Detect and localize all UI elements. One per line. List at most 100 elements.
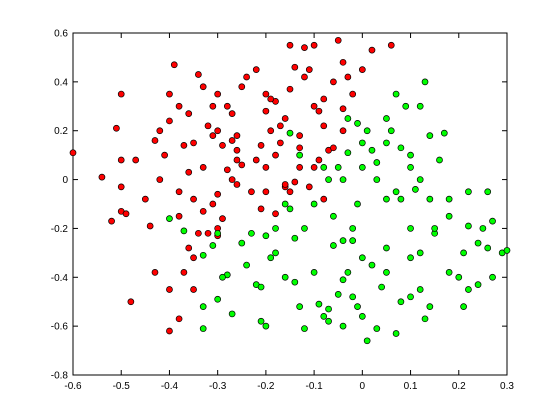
point: [397, 298, 405, 306]
point: [166, 286, 173, 293]
point: [281, 181, 289, 188]
x-tick-label: 0.1: [404, 381, 418, 392]
point: [407, 164, 414, 171]
point: [185, 244, 193, 252]
point: [330, 78, 337, 86]
point: [166, 327, 173, 335]
point: [320, 122, 328, 130]
point: [445, 195, 453, 203]
point: [426, 132, 434, 139]
point: [489, 273, 496, 281]
point: [465, 188, 472, 196]
point: [209, 102, 217, 110]
point: [219, 273, 226, 281]
point: [262, 164, 270, 171]
point: [291, 278, 299, 286]
point: [407, 254, 414, 262]
point: [272, 249, 279, 257]
point: [233, 132, 241, 139]
point: [286, 129, 294, 137]
y-tick-label: 0.2: [54, 126, 68, 137]
point: [209, 132, 217, 139]
point: [190, 286, 197, 293]
point: [281, 200, 289, 208]
point: [339, 127, 347, 135]
point: [199, 303, 207, 310]
point: [325, 317, 332, 325]
point: [310, 269, 318, 276]
y-tick-label: -0.4: [51, 273, 69, 284]
point: [320, 95, 328, 103]
point: [286, 188, 294, 196]
point: [199, 325, 207, 332]
point: [383, 139, 390, 147]
point: [257, 317, 265, 325]
point: [320, 164, 328, 171]
point: [219, 215, 226, 223]
point: [243, 261, 250, 269]
point: [416, 102, 424, 110]
point: [310, 102, 318, 110]
point: [146, 222, 154, 230]
point: [122, 210, 130, 218]
x-tick-label: 0: [360, 381, 366, 392]
plot-frame: [72, 32, 508, 376]
point: [484, 244, 492, 252]
point: [392, 188, 400, 196]
point: [175, 212, 183, 220]
point: [436, 156, 443, 164]
point: [69, 149, 77, 157]
point: [199, 251, 207, 259]
point: [358, 164, 366, 171]
point: [223, 102, 231, 110]
point: [334, 291, 342, 298]
x-tick-label: -0.5: [113, 381, 131, 392]
point: [358, 66, 366, 73]
point: [339, 105, 347, 113]
point: [228, 137, 236, 144]
point: [339, 58, 347, 66]
point: [484, 188, 492, 196]
point: [354, 200, 361, 208]
point: [233, 181, 241, 188]
point: [474, 281, 482, 288]
point: [267, 127, 275, 135]
point: [334, 36, 342, 44]
point: [161, 151, 168, 159]
point: [252, 156, 260, 164]
point: [368, 146, 376, 154]
point: [248, 229, 255, 237]
point: [233, 156, 241, 164]
point: [310, 200, 318, 208]
point: [378, 283, 385, 291]
x-tick-label: -0.2: [257, 381, 275, 392]
point: [209, 242, 217, 249]
point: [397, 144, 405, 152]
x-tick-label: 0.2: [452, 381, 466, 392]
point: [257, 205, 265, 213]
point: [233, 146, 241, 154]
point: [262, 322, 270, 330]
point: [301, 44, 308, 52]
point: [392, 330, 400, 337]
point: [339, 237, 347, 244]
y-tick-label: -0.8: [51, 371, 69, 382]
point: [296, 303, 303, 310]
point: [204, 122, 212, 130]
point: [166, 215, 173, 223]
point: [190, 254, 197, 262]
point: [214, 90, 222, 98]
point: [199, 207, 207, 215]
point: [151, 137, 159, 144]
point: [363, 127, 371, 135]
point: [228, 110, 236, 117]
point: [349, 293, 357, 301]
point: [238, 83, 246, 91]
point: [373, 176, 381, 183]
point: [416, 249, 424, 257]
point: [185, 110, 193, 117]
point: [180, 142, 188, 149]
point: [387, 127, 395, 135]
point: [344, 149, 352, 157]
